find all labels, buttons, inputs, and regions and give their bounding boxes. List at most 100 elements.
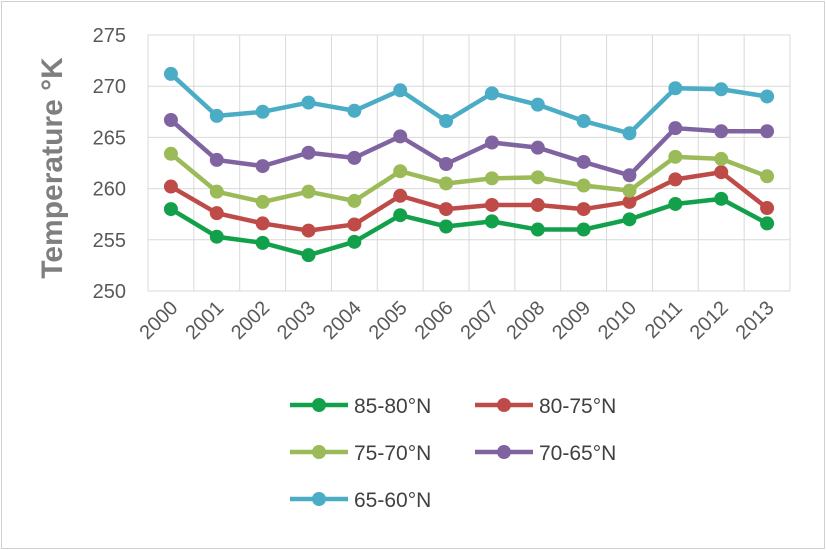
legend-item: 70-65°N <box>475 442 616 465</box>
data-point <box>439 176 454 191</box>
data-point <box>484 135 499 150</box>
data-point <box>668 121 683 136</box>
data-point <box>668 172 683 187</box>
x-tick-label: 2005 <box>365 297 412 344</box>
x-tick-label: 2011 <box>641 297 687 343</box>
x-tick-label: 2009 <box>548 297 595 344</box>
data-point <box>576 178 591 193</box>
data-point <box>163 146 178 161</box>
data-point <box>439 202 454 217</box>
data-point <box>622 212 637 227</box>
data-point <box>760 216 775 231</box>
data-point <box>301 95 316 110</box>
data-point <box>347 217 362 232</box>
data-point <box>714 151 729 166</box>
data-point <box>714 165 729 180</box>
data-point <box>347 234 362 249</box>
legend-item: 80-75°N <box>475 395 616 418</box>
legend-label: 85-80°N <box>354 395 431 418</box>
data-point <box>301 248 316 263</box>
data-point <box>714 191 729 206</box>
data-point <box>576 114 591 129</box>
data-point <box>668 81 683 96</box>
data-point <box>760 169 775 184</box>
data-point <box>255 159 270 174</box>
data-point <box>163 202 178 217</box>
x-tick-label: 2007 <box>456 297 503 344</box>
data-point <box>255 194 270 209</box>
data-point <box>163 66 178 81</box>
data-point <box>760 89 775 104</box>
data-point <box>301 184 316 199</box>
data-point <box>530 97 545 112</box>
y-tick-label: 260 <box>93 179 126 201</box>
x-tick-label: 2008 <box>502 297 549 344</box>
data-point <box>347 103 362 118</box>
series-line <box>169 196 769 258</box>
series-2 <box>163 146 775 209</box>
data-point <box>576 154 591 169</box>
legend-label: 70-65°N <box>539 442 616 465</box>
data-point <box>484 214 499 229</box>
data-point <box>393 188 408 203</box>
legend-swatch-marker <box>312 398 326 412</box>
series-line <box>169 72 768 136</box>
data-point <box>760 124 775 139</box>
series-line <box>169 118 768 178</box>
series-line <box>169 152 768 205</box>
series-lines <box>163 66 775 263</box>
legend-swatch-marker <box>497 398 511 412</box>
data-point <box>209 108 224 123</box>
data-point <box>301 145 316 160</box>
data-point <box>347 150 362 165</box>
data-point <box>393 164 408 179</box>
legend-item: 85-80°N <box>290 395 431 418</box>
data-point <box>255 216 270 231</box>
legend-label: 75-70°N <box>354 442 431 465</box>
series-4 <box>163 66 775 141</box>
y-tick-label: 265 <box>93 127 126 149</box>
legend-swatch-marker <box>312 445 326 459</box>
data-point <box>484 197 499 212</box>
data-point <box>622 183 637 198</box>
series-3 <box>163 112 775 183</box>
legend-swatch-marker <box>497 445 511 459</box>
data-point <box>163 179 178 194</box>
data-point <box>393 129 408 144</box>
x-tick-label: 2013 <box>732 297 779 344</box>
data-point <box>668 149 683 164</box>
data-point <box>714 124 729 139</box>
x-tick-label: 2003 <box>273 297 320 344</box>
y-axis-ticks: 250 255 260 265 270 275 <box>93 25 126 303</box>
data-point <box>760 201 775 216</box>
legend-label: 80-75°N <box>539 395 616 418</box>
data-point <box>301 223 316 238</box>
x-tick-label: 2010 <box>594 297 641 344</box>
data-point <box>209 152 224 167</box>
data-point <box>622 126 637 141</box>
data-point <box>439 157 454 172</box>
y-tick-label: 275 <box>93 25 126 47</box>
data-point <box>439 114 454 129</box>
legend-item: 75-70°N <box>290 442 431 465</box>
legend-swatch-marker <box>312 492 326 506</box>
data-point <box>530 222 545 237</box>
data-point <box>439 219 454 234</box>
data-point <box>530 140 545 155</box>
data-point <box>347 193 362 208</box>
data-point <box>530 197 545 212</box>
gridlines <box>147 34 791 292</box>
legend-label: 65-60°N <box>354 489 431 512</box>
data-point <box>622 194 637 209</box>
y-tick-label: 270 <box>93 76 126 98</box>
series-line <box>169 169 769 233</box>
data-point <box>393 83 408 98</box>
x-axis-ticks: 2000200120022003200420052006200720082009… <box>135 297 778 344</box>
data-point <box>209 229 224 244</box>
data-point <box>576 222 591 237</box>
data-point <box>484 171 499 186</box>
data-point <box>209 206 224 221</box>
series-1 <box>163 165 775 238</box>
